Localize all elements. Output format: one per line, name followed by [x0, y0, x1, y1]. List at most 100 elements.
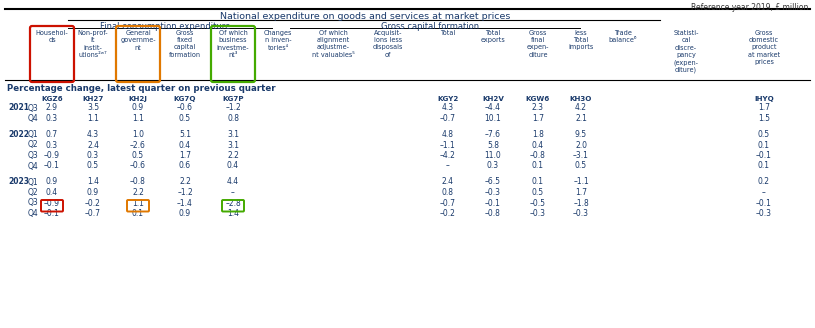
Text: –0.2: –0.2	[440, 209, 456, 218]
Text: 1.5: 1.5	[758, 114, 770, 123]
Text: 2021: 2021	[8, 104, 29, 113]
Text: 0.8: 0.8	[442, 188, 454, 197]
Text: 0.9: 0.9	[179, 209, 191, 218]
Text: 0.3: 0.3	[46, 114, 58, 123]
Text: 4.3: 4.3	[442, 104, 454, 113]
Text: 2.3: 2.3	[532, 104, 544, 113]
Text: Trade
balance⁶: Trade balance⁶	[609, 30, 637, 43]
Text: Q1: Q1	[28, 130, 38, 139]
Text: –0.1: –0.1	[756, 198, 772, 208]
Text: 0.4: 0.4	[46, 188, 58, 197]
Text: –0.1: –0.1	[485, 198, 501, 208]
Text: –0.1: –0.1	[44, 209, 60, 218]
Text: 5.1: 5.1	[179, 130, 191, 139]
Text: 0.7: 0.7	[46, 130, 58, 139]
Text: KH2V: KH2V	[482, 96, 504, 102]
Text: 4.4: 4.4	[227, 177, 239, 187]
Text: 2.1: 2.1	[575, 114, 587, 123]
Text: 0.5: 0.5	[87, 161, 99, 171]
Text: Of which
business
investme-
nt³: Of which business investme- nt³	[217, 30, 249, 58]
Text: 0.3: 0.3	[87, 151, 99, 160]
Text: –0.3: –0.3	[756, 209, 772, 218]
Text: –0.1: –0.1	[44, 161, 60, 171]
Text: –0.6: –0.6	[177, 104, 193, 113]
Text: 4.3: 4.3	[87, 130, 99, 139]
Text: Gross
fixed
capital
formation: Gross fixed capital formation	[169, 30, 201, 58]
Text: –3.1: –3.1	[573, 151, 589, 160]
Text: –1.4: –1.4	[177, 198, 193, 208]
Text: –0.3: –0.3	[573, 209, 589, 218]
Text: Q2: Q2	[28, 188, 38, 197]
Text: –0.8: –0.8	[130, 177, 146, 187]
Text: 2022: 2022	[8, 130, 29, 139]
Text: Reference year 2019, £ million: Reference year 2019, £ million	[690, 3, 808, 12]
Text: KG7P: KG7P	[222, 96, 244, 102]
Text: 0.1: 0.1	[132, 209, 144, 218]
Text: 5.8: 5.8	[487, 140, 499, 150]
Text: 0.5: 0.5	[532, 188, 544, 197]
Text: 4.2: 4.2	[575, 104, 587, 113]
Text: 1.7: 1.7	[532, 114, 544, 123]
Text: Final consumption expenditure: Final consumption expenditure	[99, 22, 230, 31]
Text: 0.9: 0.9	[87, 188, 99, 197]
Text: –0.5: –0.5	[530, 198, 546, 208]
Text: –1.1: –1.1	[440, 140, 456, 150]
Text: Percentage change, latest quarter on previous quarter: Percentage change, latest quarter on pre…	[7, 84, 275, 93]
Text: –: –	[446, 161, 450, 171]
Text: 0.5: 0.5	[575, 161, 587, 171]
Text: –2.6: –2.6	[130, 140, 146, 150]
Text: Non-prof-
it
instit-
utions²ʷ⁷: Non-prof- it instit- utions²ʷ⁷	[77, 30, 108, 58]
Text: 2.0: 2.0	[575, 140, 587, 150]
Text: 0.4: 0.4	[227, 161, 239, 171]
Text: 0.5: 0.5	[179, 114, 191, 123]
Text: Statisti-
cal
discre-
pancy
(expen-
diture): Statisti- cal discre- pancy (expen- ditu…	[673, 30, 698, 73]
Text: Gross capital formation: Gross capital formation	[381, 22, 479, 31]
Text: –0.3: –0.3	[485, 188, 501, 197]
Text: 1.7: 1.7	[575, 188, 587, 197]
Text: KG7Q: KG7Q	[174, 96, 196, 102]
Text: –0.6: –0.6	[130, 161, 146, 171]
Text: –4.4: –4.4	[485, 104, 501, 113]
Text: 1.8: 1.8	[532, 130, 544, 139]
Text: 1.7: 1.7	[758, 104, 770, 113]
Text: 3.1: 3.1	[227, 130, 239, 139]
Text: General
governme-
nt: General governme- nt	[120, 30, 156, 51]
Text: 2.2: 2.2	[227, 151, 239, 160]
Text: Q3: Q3	[28, 151, 39, 160]
Text: Total
exports: Total exports	[481, 30, 505, 43]
Text: National expenditure on goods and services at market prices: National expenditure on goods and servic…	[220, 12, 510, 21]
Text: 0.8: 0.8	[227, 114, 239, 123]
Text: –6.5: –6.5	[485, 177, 501, 187]
Text: 1.4: 1.4	[87, 177, 99, 187]
Text: 2.9: 2.9	[46, 104, 58, 113]
Text: 10.1: 10.1	[485, 114, 501, 123]
Text: Q4: Q4	[28, 161, 39, 171]
Text: –0.7: –0.7	[440, 114, 456, 123]
Text: Gross
domestic
product
at market
prices: Gross domestic product at market prices	[748, 30, 780, 65]
Text: 0.3: 0.3	[487, 161, 499, 171]
Text: Q4: Q4	[28, 114, 39, 123]
Text: –7.6: –7.6	[485, 130, 501, 139]
Text: KGW6: KGW6	[526, 96, 550, 102]
Text: –0.9: –0.9	[44, 151, 60, 160]
Text: 1.1: 1.1	[132, 114, 144, 123]
Text: –1.1: –1.1	[573, 177, 589, 187]
Text: Changes
n inven-
tories⁴: Changes n inven- tories⁴	[264, 30, 293, 51]
Text: 1.0: 1.0	[132, 130, 144, 139]
Text: 3.5: 3.5	[87, 104, 99, 113]
Text: –: –	[231, 188, 235, 197]
Text: 2.2: 2.2	[179, 177, 191, 187]
Text: 0.5: 0.5	[132, 151, 144, 160]
Text: 2023: 2023	[8, 177, 29, 187]
Text: –0.8: –0.8	[485, 209, 501, 218]
Text: –: –	[762, 188, 766, 197]
Text: KGZ6: KGZ6	[42, 96, 63, 102]
Text: 0.6: 0.6	[179, 161, 191, 171]
Text: Total: Total	[440, 30, 456, 36]
Text: 1.1: 1.1	[87, 114, 99, 123]
Text: Of which
alignment
adjustme-
nt valuables⁵: Of which alignment adjustme- nt valuable…	[311, 30, 355, 58]
Text: –0.7: –0.7	[440, 198, 456, 208]
Text: –0.9: –0.9	[44, 198, 60, 208]
Text: –0.1: –0.1	[756, 151, 772, 160]
Text: 4.8: 4.8	[442, 130, 454, 139]
